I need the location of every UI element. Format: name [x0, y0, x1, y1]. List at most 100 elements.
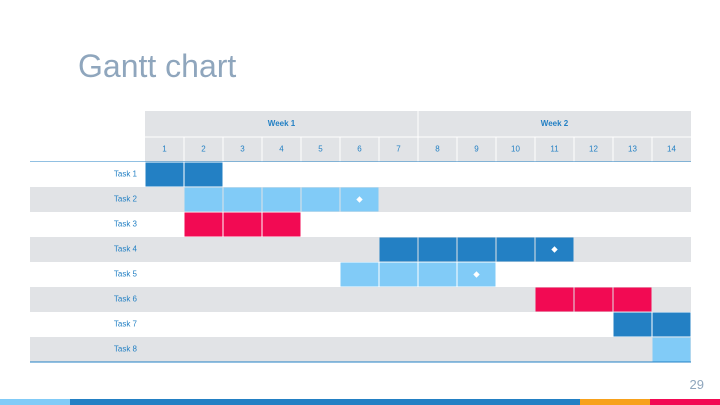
empty-cell — [262, 287, 301, 312]
footer-segment — [0, 399, 70, 405]
empty-cell — [652, 287, 691, 312]
empty-cell — [418, 287, 457, 312]
task-bar-cell — [652, 312, 691, 337]
empty-cell — [145, 237, 184, 262]
week-label: Week 2 — [541, 119, 569, 128]
empty-cell — [379, 312, 418, 337]
empty-cell — [379, 212, 418, 237]
task-label: Task 7 — [114, 320, 138, 329]
empty-cell — [301, 337, 340, 362]
empty-cell — [496, 212, 535, 237]
empty-cell — [496, 262, 535, 287]
empty-cell — [613, 237, 652, 262]
empty-cell — [262, 337, 301, 362]
week-label: Week 1 — [268, 119, 296, 128]
task-bar-cell — [457, 237, 496, 262]
empty-cell — [223, 162, 262, 187]
task-bar-cell — [652, 337, 691, 362]
empty-cell — [418, 212, 457, 237]
empty-cell — [223, 287, 262, 312]
milestone-diamond-icon — [473, 271, 480, 278]
empty-cell — [418, 337, 457, 362]
empty-cell — [652, 237, 691, 262]
empty-cell — [496, 287, 535, 312]
day-label: 13 — [628, 145, 637, 154]
task-bar-cell — [262, 212, 301, 237]
empty-cell — [379, 187, 418, 212]
day-label: 11 — [550, 145, 559, 154]
empty-cell — [223, 337, 262, 362]
empty-cell — [340, 337, 379, 362]
empty-cell — [145, 187, 184, 212]
task-bar-cell — [301, 187, 340, 212]
task-bar-cell — [418, 237, 457, 262]
page-number: 29 — [689, 377, 704, 392]
task-label: Task 3 — [114, 220, 138, 229]
empty-cell — [184, 312, 223, 337]
empty-cell — [652, 162, 691, 187]
empty-cell — [301, 162, 340, 187]
day-label: 7 — [396, 145, 401, 154]
day-label: 8 — [435, 145, 440, 154]
empty-cell — [613, 162, 652, 187]
empty-cell — [457, 212, 496, 237]
task-bar-cell — [184, 187, 223, 212]
task-bar-cell — [496, 237, 535, 262]
footer-segment — [650, 399, 720, 405]
empty-cell — [184, 287, 223, 312]
task-bar-cell — [223, 187, 262, 212]
task-bar-cell — [535, 287, 574, 312]
empty-cell — [574, 212, 613, 237]
task-label: Task 8 — [114, 345, 138, 354]
empty-cell — [418, 187, 457, 212]
empty-cell — [613, 262, 652, 287]
task-bar-cell — [223, 212, 262, 237]
empty-cell — [340, 212, 379, 237]
empty-cell — [262, 237, 301, 262]
empty-cell — [184, 337, 223, 362]
empty-cell — [184, 237, 223, 262]
empty-cell — [145, 312, 184, 337]
empty-cell — [262, 262, 301, 287]
day-label: 1 — [162, 145, 167, 154]
empty-cell — [535, 312, 574, 337]
empty-cell — [574, 187, 613, 212]
empty-cell — [379, 162, 418, 187]
empty-cell — [301, 237, 340, 262]
day-label: 5 — [318, 145, 323, 154]
empty-cell — [379, 337, 418, 362]
empty-cell — [496, 187, 535, 212]
empty-cell — [535, 337, 574, 362]
day-label: 12 — [589, 145, 598, 154]
empty-cell — [418, 162, 457, 187]
day-label: 9 — [474, 145, 479, 154]
empty-cell — [457, 162, 496, 187]
empty-cell — [652, 187, 691, 212]
empty-cell — [418, 312, 457, 337]
empty-cell — [340, 162, 379, 187]
empty-cell — [184, 262, 223, 287]
empty-cell — [652, 262, 691, 287]
empty-cell — [613, 212, 652, 237]
task-bar-cell — [379, 237, 418, 262]
empty-cell — [223, 312, 262, 337]
empty-cell — [340, 312, 379, 337]
day-label: 2 — [201, 145, 206, 154]
task-bar-cell — [379, 262, 418, 287]
empty-cell — [223, 262, 262, 287]
task-bar-cell — [262, 187, 301, 212]
task-bar-cell — [574, 287, 613, 312]
day-label: 10 — [511, 145, 520, 154]
task-bar-cell — [184, 212, 223, 237]
empty-cell — [535, 162, 574, 187]
empty-cell — [496, 312, 535, 337]
empty-cell — [262, 162, 301, 187]
empty-cell — [574, 312, 613, 337]
empty-cell — [223, 237, 262, 262]
empty-cell — [301, 312, 340, 337]
milestone-diamond-icon — [551, 246, 558, 253]
task-label: Task 5 — [114, 270, 138, 279]
task-bar-cell — [145, 162, 184, 187]
task-bar-cell — [613, 287, 652, 312]
empty-cell — [457, 337, 496, 362]
